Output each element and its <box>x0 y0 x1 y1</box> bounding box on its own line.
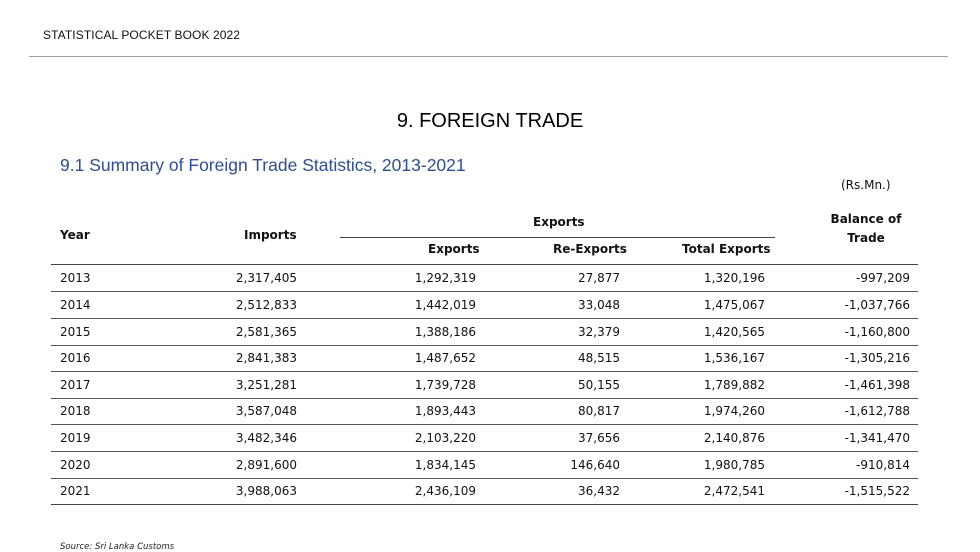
cell-imports: 2,581,365 <box>235 325 297 339</box>
header-total-exports: Total Exports <box>682 242 771 256</box>
cell-total-exports: 1,980,785 <box>703 458 765 472</box>
exports-group-rule <box>340 237 775 238</box>
cell-exports: 1,487,652 <box>414 351 476 365</box>
table-row: 2014 2,512,833 1,442,019 33,048 1,475,06… <box>51 292 918 319</box>
table-body-top-rule <box>51 264 918 265</box>
cell-re-exports: 36,432 <box>578 484 620 498</box>
cell-year: 2014 <box>60 298 91 312</box>
table-row: 2018 3,587,048 1,893,443 80,817 1,974,26… <box>51 398 918 425</box>
cell-balance: -1,305,216 <box>844 351 910 365</box>
cell-balance: -1,612,788 <box>844 404 910 418</box>
table-title: 9.1 Summary of Foreign Trade Statistics,… <box>60 155 466 175</box>
cell-total-exports: 1,320,196 <box>703 271 765 285</box>
cell-imports: 2,891,600 <box>235 458 297 472</box>
header-exports-group: Exports <box>533 215 585 229</box>
cell-exports: 1,893,443 <box>414 404 476 418</box>
header-balance-line1: Balance of <box>830 212 902 226</box>
cell-exports: 1,388,186 <box>414 325 476 339</box>
cell-year: 2019 <box>60 431 91 445</box>
header-re-exports: Re-Exports <box>553 242 627 256</box>
header-divider <box>29 56 948 57</box>
cell-total-exports: 2,472,541 <box>703 484 765 498</box>
cell-exports: 2,436,109 <box>414 484 476 498</box>
cell-re-exports: 37,656 <box>578 431 620 445</box>
cell-re-exports: 32,379 <box>578 325 620 339</box>
cell-year: 2020 <box>60 458 91 472</box>
cell-exports: 1,739,728 <box>414 378 476 392</box>
cell-balance: -1,160,800 <box>844 325 910 339</box>
cell-re-exports: 48,515 <box>578 351 620 365</box>
table-row: 2021 3,988,063 2,436,109 36,432 2,472,54… <box>51 478 918 505</box>
cell-imports: 3,587,048 <box>235 404 297 418</box>
cell-re-exports: 33,048 <box>578 298 620 312</box>
cell-balance: -1,341,470 <box>844 431 910 445</box>
cell-imports: 2,841,383 <box>235 351 297 365</box>
cell-year: 2015 <box>60 325 91 339</box>
cell-exports: 1,834,145 <box>414 458 476 472</box>
cell-total-exports: 1,789,882 <box>703 378 765 392</box>
cell-imports: 3,482,346 <box>235 431 297 445</box>
cell-total-exports: 1,536,167 <box>703 351 765 365</box>
cell-balance: -1,037,766 <box>844 298 910 312</box>
header-imports: Imports <box>244 228 297 242</box>
cell-balance: -1,515,522 <box>844 484 910 498</box>
table-row: 2017 3,251,281 1,739,728 50,155 1,789,88… <box>51 372 918 399</box>
cell-exports: 2,103,220 <box>414 431 476 445</box>
cell-year: 2016 <box>60 351 91 365</box>
cell-re-exports: 146,640 <box>570 458 620 472</box>
cell-imports: 3,988,063 <box>235 484 297 498</box>
cell-balance: -910,814 <box>856 458 910 472</box>
header-balance: Balance of Trade <box>826 210 906 248</box>
units-label: (Rs.Mn.) <box>841 178 891 192</box>
cell-balance: -1,461,398 <box>844 378 910 392</box>
cell-imports: 2,317,405 <box>235 271 297 285</box>
cell-re-exports: 80,817 <box>578 404 620 418</box>
cell-total-exports: 2,140,876 <box>703 431 765 445</box>
header-exports: Exports <box>428 242 480 256</box>
header-year: Year <box>60 228 90 242</box>
cell-year: 2021 <box>60 484 91 498</box>
cell-year: 2013 <box>60 271 91 285</box>
running-header: STATISTICAL POCKET BOOK 2022 <box>43 28 241 42</box>
header-balance-line2: Trade <box>847 231 885 245</box>
cell-exports: 1,292,319 <box>414 271 476 285</box>
cell-total-exports: 1,974,260 <box>703 404 765 418</box>
table-row: 2013 2,317,405 1,292,319 27,877 1,320,19… <box>51 265 918 292</box>
cell-exports: 1,442,019 <box>414 298 476 312</box>
chapter-title: 9. FOREIGN TRADE <box>396 110 584 132</box>
table-row: 2019 3,482,346 2,103,220 37,656 2,140,87… <box>51 425 918 452</box>
cell-year: 2018 <box>60 404 91 418</box>
cell-imports: 3,251,281 <box>235 378 297 392</box>
table-row: 2020 2,891,600 1,834,145 146,640 1,980,7… <box>51 452 918 479</box>
cell-imports: 2,512,833 <box>235 298 297 312</box>
table-row: 2016 2,841,383 1,487,652 48,515 1,536,16… <box>51 345 918 372</box>
cell-total-exports: 1,475,067 <box>703 298 765 312</box>
cell-re-exports: 50,155 <box>578 378 620 392</box>
cell-year: 2017 <box>60 378 91 392</box>
cell-re-exports: 27,877 <box>578 271 620 285</box>
cell-total-exports: 1,420,565 <box>703 325 765 339</box>
cell-balance: -997,209 <box>856 271 910 285</box>
table-row: 2015 2,581,365 1,388,186 32,379 1,420,56… <box>51 319 918 346</box>
source-note: Source: Sri Lanka Customs <box>60 542 175 552</box>
